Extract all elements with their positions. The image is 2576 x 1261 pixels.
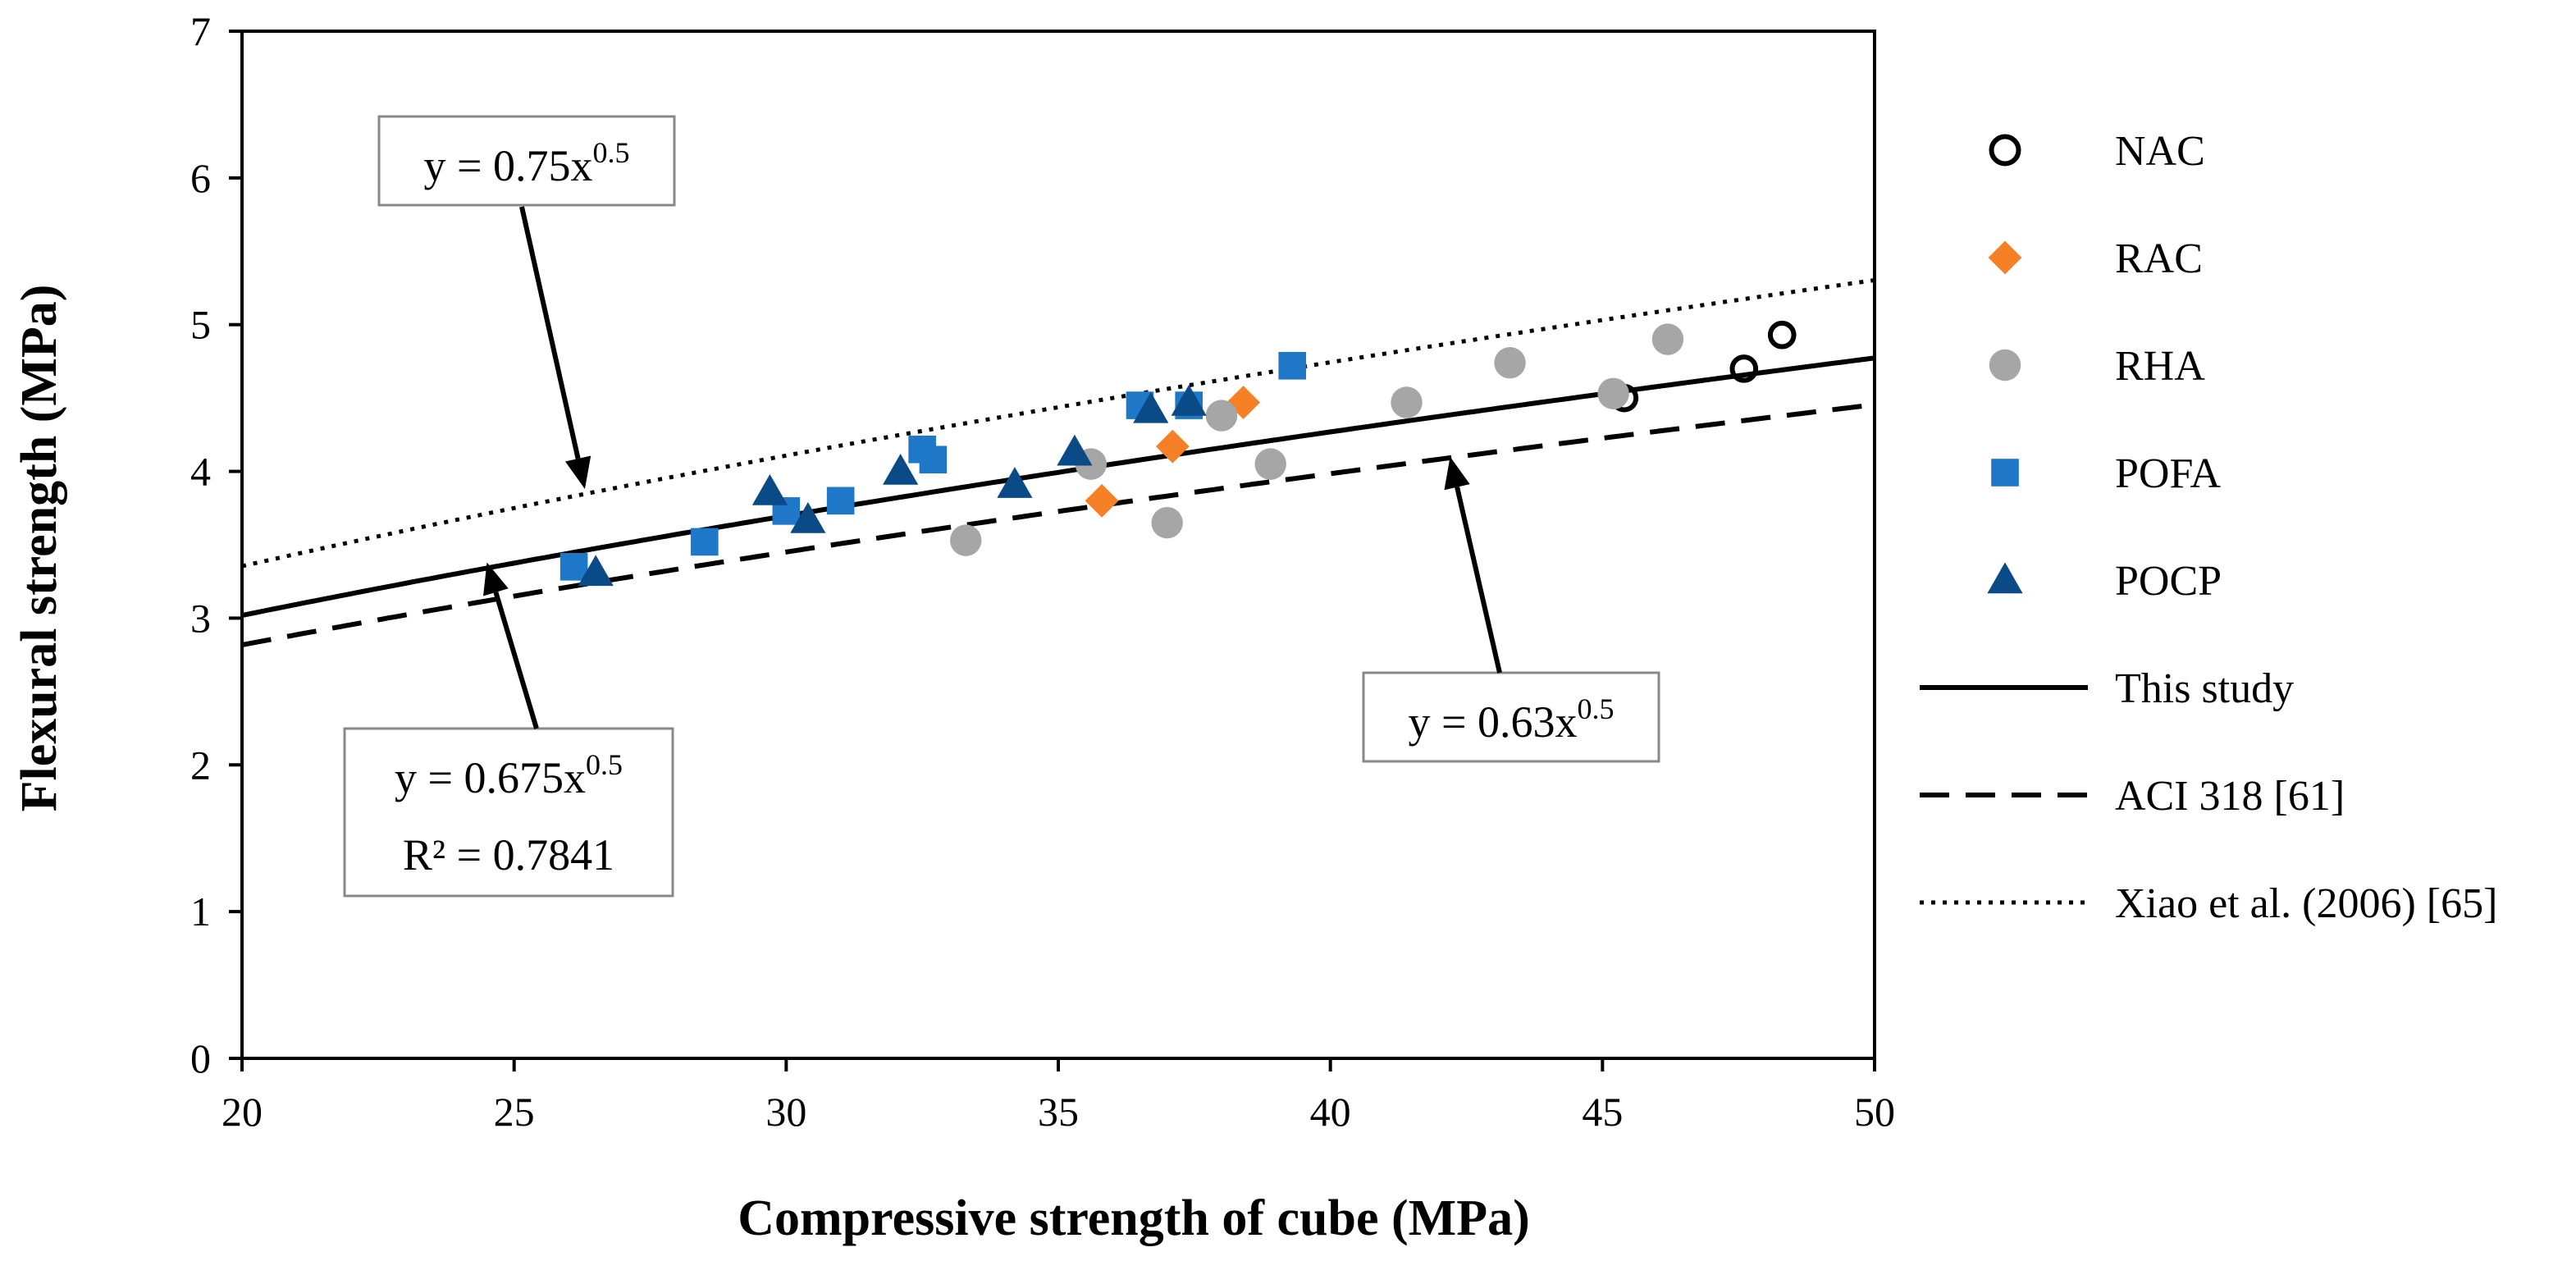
- pocp-point-6: [1057, 434, 1093, 466]
- x-tick-label-20: 20: [222, 1089, 263, 1135]
- equation-study: y = 0.675x0.5: [395, 748, 623, 802]
- legend-item-pofa: POFA: [1991, 450, 2222, 497]
- x-tick-label-30: 30: [765, 1089, 806, 1135]
- series-pocp: [578, 384, 1207, 587]
- legend: NAC RAC RHA POFA POCP This study ACI 318 [61] X…: [1920, 128, 2497, 927]
- annotation-study: y = 0.675x0.5 R² = 0.7841: [343, 562, 674, 898]
- legend-item-rha: RHA: [1989, 343, 2205, 390]
- arrow-head-xiao: [564, 455, 591, 490]
- rac-point-2: [1155, 429, 1190, 464]
- rha-point-5: [1254, 448, 1286, 480]
- x-axis-title: Compressive strength of cube (MPa): [738, 1190, 1529, 1246]
- curve-xiao-et-al-2006-65: [241, 278, 1875, 569]
- rac-point-1: [1085, 483, 1119, 518]
- nac-point-2: [1729, 354, 1759, 383]
- rha-point-9: [1651, 323, 1684, 355]
- pofa-point-2: [691, 528, 719, 556]
- x-tick-label-45: 45: [1582, 1089, 1623, 1135]
- nac-point-3: [1767, 320, 1797, 350]
- annotation-box-study: [343, 727, 674, 898]
- legend-item-nac: NAC: [1989, 128, 2205, 175]
- legend-label-aci-318-61: ACI 318 [61]: [2115, 773, 2345, 820]
- pocp-point-4: [883, 453, 919, 485]
- legend-label-pocp: POCP: [2115, 558, 2222, 605]
- legend-item-pocp: POCP: [1987, 558, 2222, 605]
- rha-point-7: [1494, 347, 1526, 379]
- y-tick-label-6: 6: [190, 155, 211, 201]
- curve-aci-318-61: [241, 402, 1875, 648]
- series-nac: [1610, 320, 1797, 413]
- legend-label-rha: RHA: [2115, 343, 2205, 390]
- arrow-shaft-xiao: [519, 206, 581, 459]
- legend-item-this-study: This study: [1920, 665, 2294, 712]
- legend-label-nac: NAC: [2115, 128, 2205, 175]
- legend-symbol-pocp: [1987, 562, 2023, 594]
- legend-symbol-nac: [1989, 134, 2021, 167]
- series-pofa: [560, 351, 1307, 581]
- legend-label-xiao-et-al-2006-65: Xiao et al. (2006) [65]: [2115, 880, 2497, 927]
- pofa-point-6: [919, 445, 948, 474]
- y-tick-label-7: 7: [190, 8, 211, 54]
- y-axis-title: Flexural strength (MPa): [11, 285, 67, 812]
- pocp-point-7: [1133, 391, 1169, 423]
- pofa-point-4: [826, 487, 855, 515]
- pocp-point-5: [997, 467, 1033, 498]
- series-rac: [1085, 386, 1260, 518]
- annotation-xiao: y = 0.75x0.5: [377, 115, 676, 490]
- arrow-head-aci: [1444, 456, 1470, 491]
- y-tick-label-3: 3: [190, 595, 211, 641]
- legend-symbol-rha: [1989, 349, 2021, 381]
- pocp-point-1: [578, 555, 614, 587]
- x-tick-label-25: 25: [494, 1089, 535, 1135]
- legend-symbol-pofa: [1991, 459, 2019, 487]
- legend-item-xiao-et-al-2006-65: Xiao et al. (2006) [65]: [1920, 880, 2497, 927]
- rac-point-3: [1226, 386, 1260, 419]
- annotation-box-xiao: [377, 115, 676, 207]
- pocp-point-3: [790, 501, 826, 533]
- arrow-shaft-aci: [1455, 487, 1502, 674]
- rha-point-4: [1205, 400, 1238, 432]
- arrow-shaft-study: [493, 592, 539, 729]
- pofa-point-1: [560, 553, 588, 581]
- legend-label-rac: RAC: [2115, 235, 2203, 282]
- annotation-box-aci: [1362, 671, 1660, 763]
- rha-point-6: [1391, 386, 1423, 418]
- y-tick-label-1: 1: [190, 889, 211, 934]
- y-tick-label-4: 4: [190, 449, 211, 495]
- legend-item-rac: RAC: [1988, 235, 2203, 282]
- x-tick-label-50: 50: [1854, 1089, 1895, 1135]
- legend-label-this-study: This study: [2115, 665, 2294, 712]
- rha-point-1: [950, 524, 982, 556]
- legend-item-aci-318-61: ACI 318 [61]: [1920, 773, 2345, 820]
- rha-point-8: [1597, 377, 1629, 409]
- y-tick-label-2: 2: [190, 742, 211, 788]
- x-tick-label-35: 35: [1038, 1089, 1079, 1135]
- y-tick-label-0: 0: [190, 1035, 211, 1081]
- legend-symbol-rac: [1988, 240, 2022, 275]
- arrow-head-study: [483, 562, 509, 596]
- equation-annotations: y = 0.75x0.5 y = 0.63x0.5 y = 0.675x0.5 R² …: [343, 115, 1660, 898]
- data-points: [560, 320, 1797, 587]
- rha-point-3: [1151, 506, 1183, 539]
- pocp-point-8: [1171, 384, 1207, 416]
- r-squared-study: R² = 0.7841: [403, 830, 614, 880]
- y-tick-label-5: 5: [190, 302, 211, 348]
- legend-label-pofa: POFA: [2115, 450, 2222, 497]
- x-tick-label-40: 40: [1310, 1089, 1351, 1135]
- pofa-point-9: [1278, 351, 1307, 380]
- annotation-aci: y = 0.63x0.5: [1362, 456, 1660, 763]
- pocp-point-2: [751, 474, 788, 505]
